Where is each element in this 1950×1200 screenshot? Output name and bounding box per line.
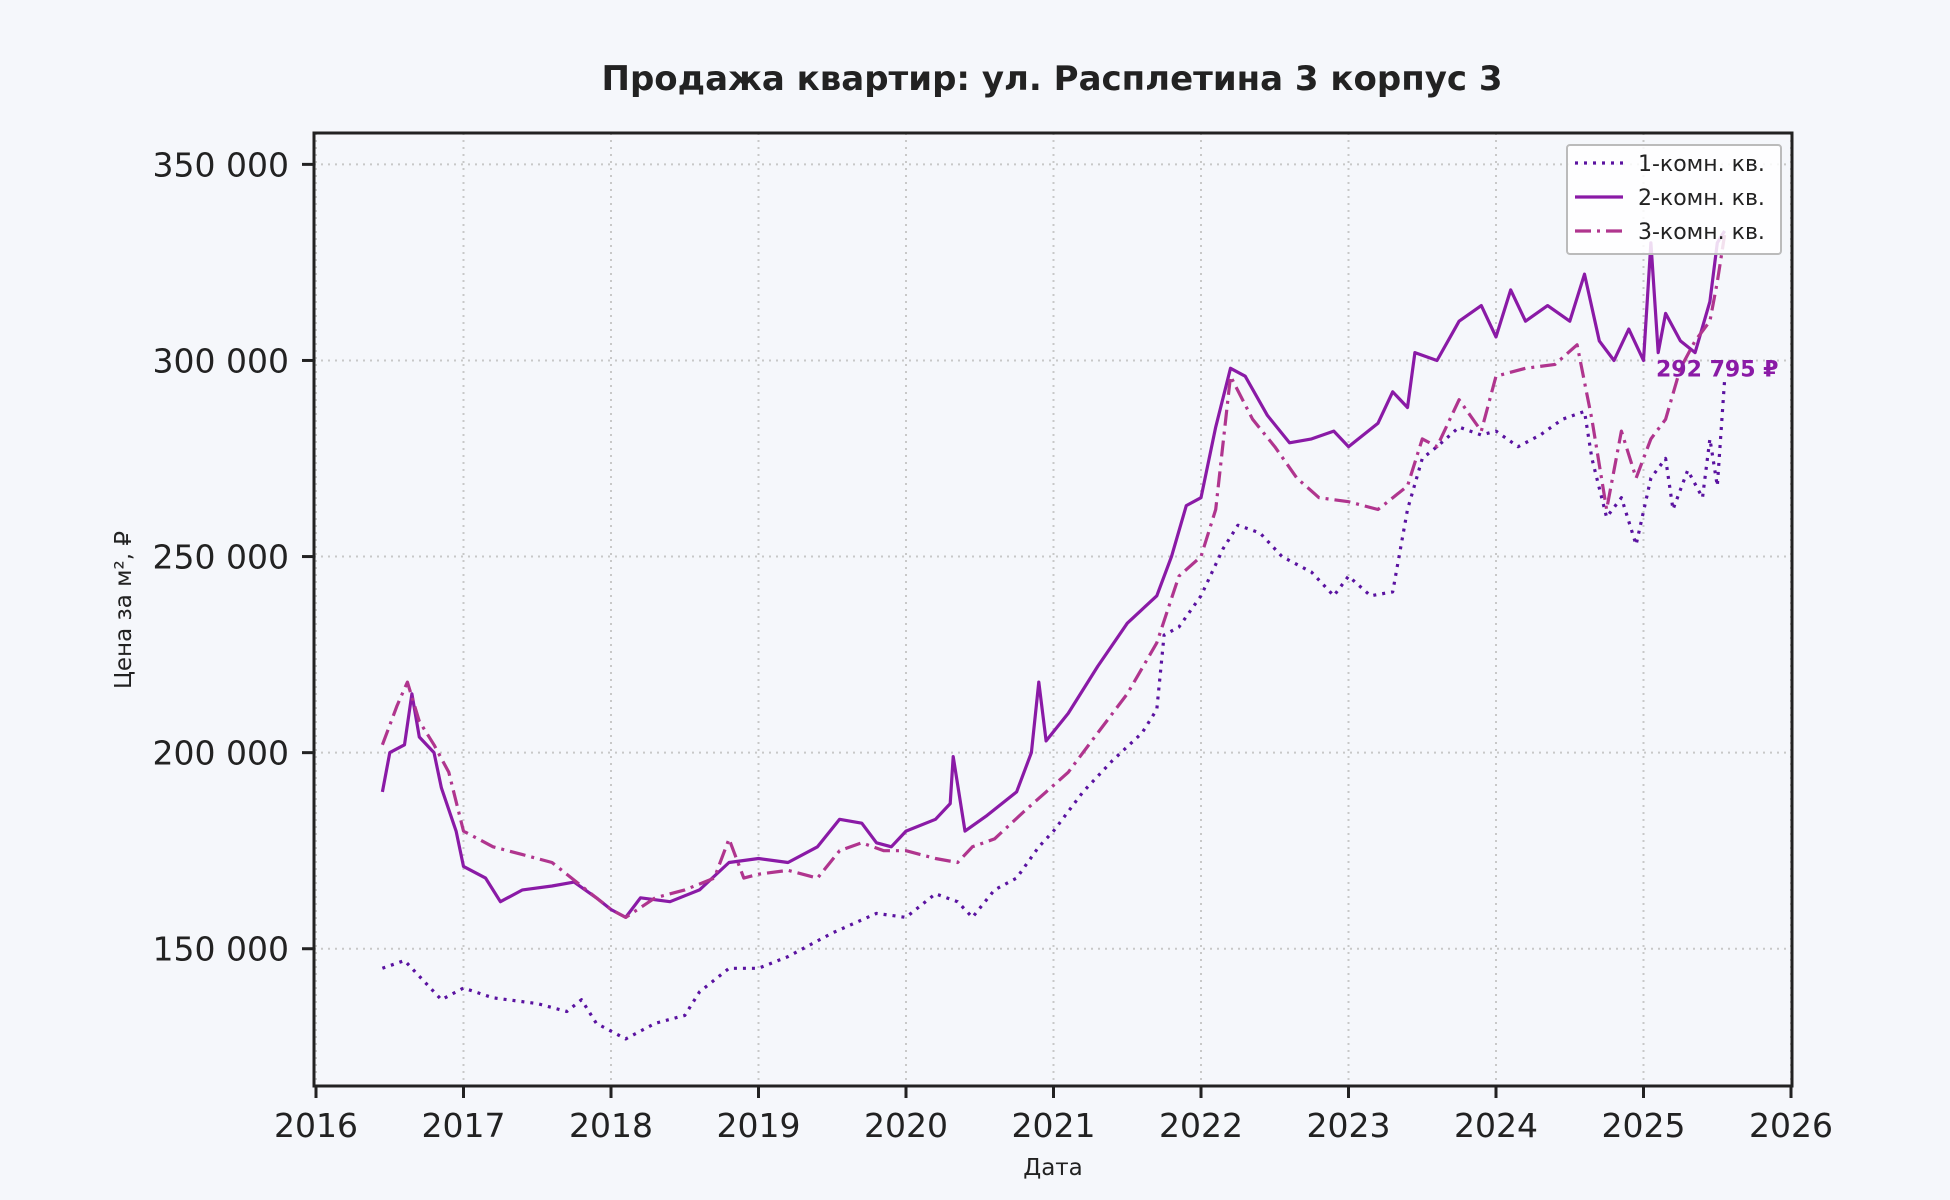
x-tick-label: 2022: [1159, 1106, 1243, 1145]
last-price-annotation: 292 795 ₽: [1656, 357, 1778, 382]
x-tick-label: 2021: [1012, 1106, 1096, 1145]
y-tick-label: 300 000: [153, 341, 289, 380]
x-tick-label: 2018: [569, 1106, 653, 1145]
grid: [314, 133, 1792, 1086]
legend-box: [1566, 144, 1782, 255]
series-layer: [380, 230, 1727, 1041]
x-tick-label: 2016: [274, 1106, 358, 1145]
x-tick-label: 2019: [717, 1106, 801, 1145]
x-tick-label: 2023: [1307, 1106, 1391, 1145]
legend-label: 1-комн. кв.: [1638, 152, 1765, 177]
x-tick-label: 2026: [1749, 1106, 1833, 1145]
x-tick-label: 2024: [1454, 1106, 1538, 1145]
y-tick-label: 150 000: [153, 930, 289, 969]
x-axis-label: Дата: [1023, 1155, 1083, 1181]
y-axis-ticks: 150 000 200 000 250 000 300 000 350 000: [153, 145, 314, 969]
x-tick-label: 2017: [422, 1106, 506, 1145]
y-axis-label: Цена за м², ₽: [111, 531, 137, 689]
legend-label: 2-комн. кв.: [1638, 186, 1765, 211]
series-line-2: [380, 230, 1726, 919]
series-line-1: [381, 379, 1727, 1041]
x-tick-label: 2020: [864, 1106, 948, 1145]
x-axis-ticks: 2016 2017 2018 2019 2020 2021 2022 2023 2024 2025…: [274, 1086, 1833, 1145]
chart-title: Продажа квартир: ул. Расплетина 3 корпус…: [602, 59, 1503, 99]
y-tick-label: 350 000: [153, 145, 289, 184]
y-tick-label: 250 000: [153, 538, 289, 577]
y-tick-label: 200 000: [153, 734, 289, 773]
x-tick-label: 2025: [1602, 1106, 1686, 1145]
legend: 1-комн. кв. 2-комн. кв. 3-комн. кв.: [1566, 144, 1782, 255]
series-line-3: [380, 234, 1727, 919]
legend-label: 3-комн. кв.: [1638, 220, 1765, 245]
